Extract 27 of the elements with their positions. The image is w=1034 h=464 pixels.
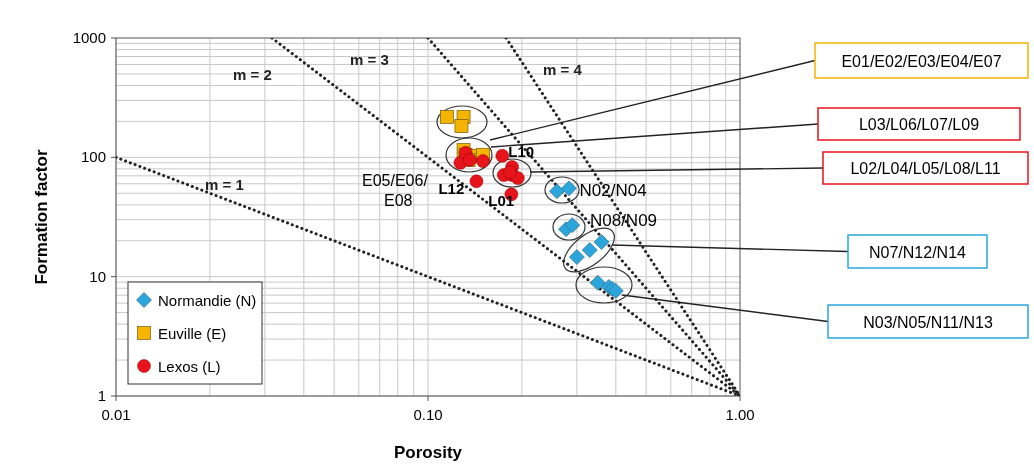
- y-tick-label: 1000: [72, 29, 106, 46]
- annotation: L01: [488, 192, 515, 210]
- annotation: L10: [508, 142, 535, 160]
- annotation: N08/N09: [589, 211, 658, 231]
- x-tick-label: 0.01: [101, 406, 131, 423]
- text: m = 3: [350, 51, 389, 68]
- legend-label: Euville (E): [158, 325, 227, 342]
- y-tick-label: 100: [80, 148, 106, 166]
- x-tick-label: 1.00: [725, 406, 755, 423]
- series-label: m = 1: [205, 176, 244, 193]
- legend-label: Normandie (N): [158, 292, 257, 309]
- legend-label: Lexos (L): [158, 358, 221, 375]
- text: L03/L06/L07/L09: [858, 116, 980, 133]
- annotation: L12: [438, 180, 465, 198]
- x-tick-label: 0.10: [413, 406, 443, 423]
- text: L02/L04/L05/L08/L11: [850, 160, 1001, 177]
- y-axis-title: Formation factor: [32, 149, 51, 285]
- text: N03/N05/N11/N13: [863, 313, 993, 331]
- text: E01/E02/E03/E04/E07: [841, 52, 1002, 70]
- series-label: m = 2: [233, 66, 272, 83]
- y-tick-label: 10: [89, 267, 106, 285]
- series-label: m = 4: [543, 61, 583, 78]
- x-axis-title: Porosity: [393, 443, 463, 462]
- y-tick-label: 1: [97, 387, 106, 404]
- annotation: E05/E06/E08: [362, 172, 429, 209]
- annotation: N02/N04: [579, 181, 647, 201]
- text: N07/N12/N14: [869, 243, 967, 261]
